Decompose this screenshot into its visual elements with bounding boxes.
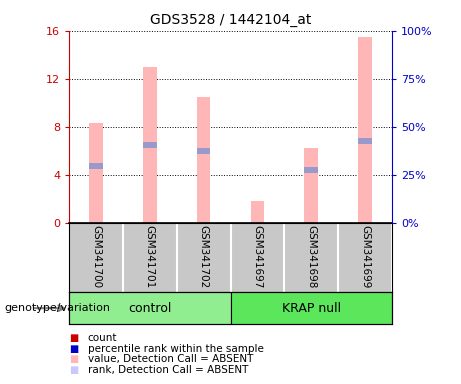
Text: ■: ■ bbox=[69, 365, 78, 375]
Text: KRAP null: KRAP null bbox=[282, 302, 341, 314]
Text: value, Detection Call = ABSENT: value, Detection Call = ABSENT bbox=[88, 354, 253, 364]
Bar bbox=[89, 163, 103, 169]
Title: GDS3528 / 1442104_at: GDS3528 / 1442104_at bbox=[150, 13, 311, 27]
Text: count: count bbox=[88, 333, 117, 343]
Text: GSM341701: GSM341701 bbox=[145, 225, 155, 288]
Text: percentile rank within the sample: percentile rank within the sample bbox=[88, 344, 264, 354]
Bar bbox=[197, 148, 210, 154]
Text: control: control bbox=[128, 302, 171, 314]
Bar bbox=[230, 292, 392, 324]
Text: genotype/variation: genotype/variation bbox=[5, 303, 111, 313]
Text: ■: ■ bbox=[69, 333, 78, 343]
Bar bbox=[358, 138, 372, 144]
Text: GSM341702: GSM341702 bbox=[199, 225, 209, 288]
Bar bbox=[251, 201, 264, 223]
Bar bbox=[304, 148, 318, 223]
Bar bbox=[358, 37, 372, 223]
Bar bbox=[304, 167, 318, 173]
Bar bbox=[143, 142, 157, 148]
Bar bbox=[69, 292, 230, 324]
Text: ■: ■ bbox=[69, 344, 78, 354]
Bar bbox=[143, 67, 157, 223]
Bar bbox=[197, 97, 210, 223]
Text: ■: ■ bbox=[69, 354, 78, 364]
Text: rank, Detection Call = ABSENT: rank, Detection Call = ABSENT bbox=[88, 365, 248, 375]
Text: GSM341698: GSM341698 bbox=[306, 225, 316, 288]
Text: GSM341700: GSM341700 bbox=[91, 225, 101, 288]
Text: GSM341697: GSM341697 bbox=[252, 225, 262, 288]
Bar bbox=[89, 123, 103, 223]
Text: GSM341699: GSM341699 bbox=[360, 225, 370, 288]
